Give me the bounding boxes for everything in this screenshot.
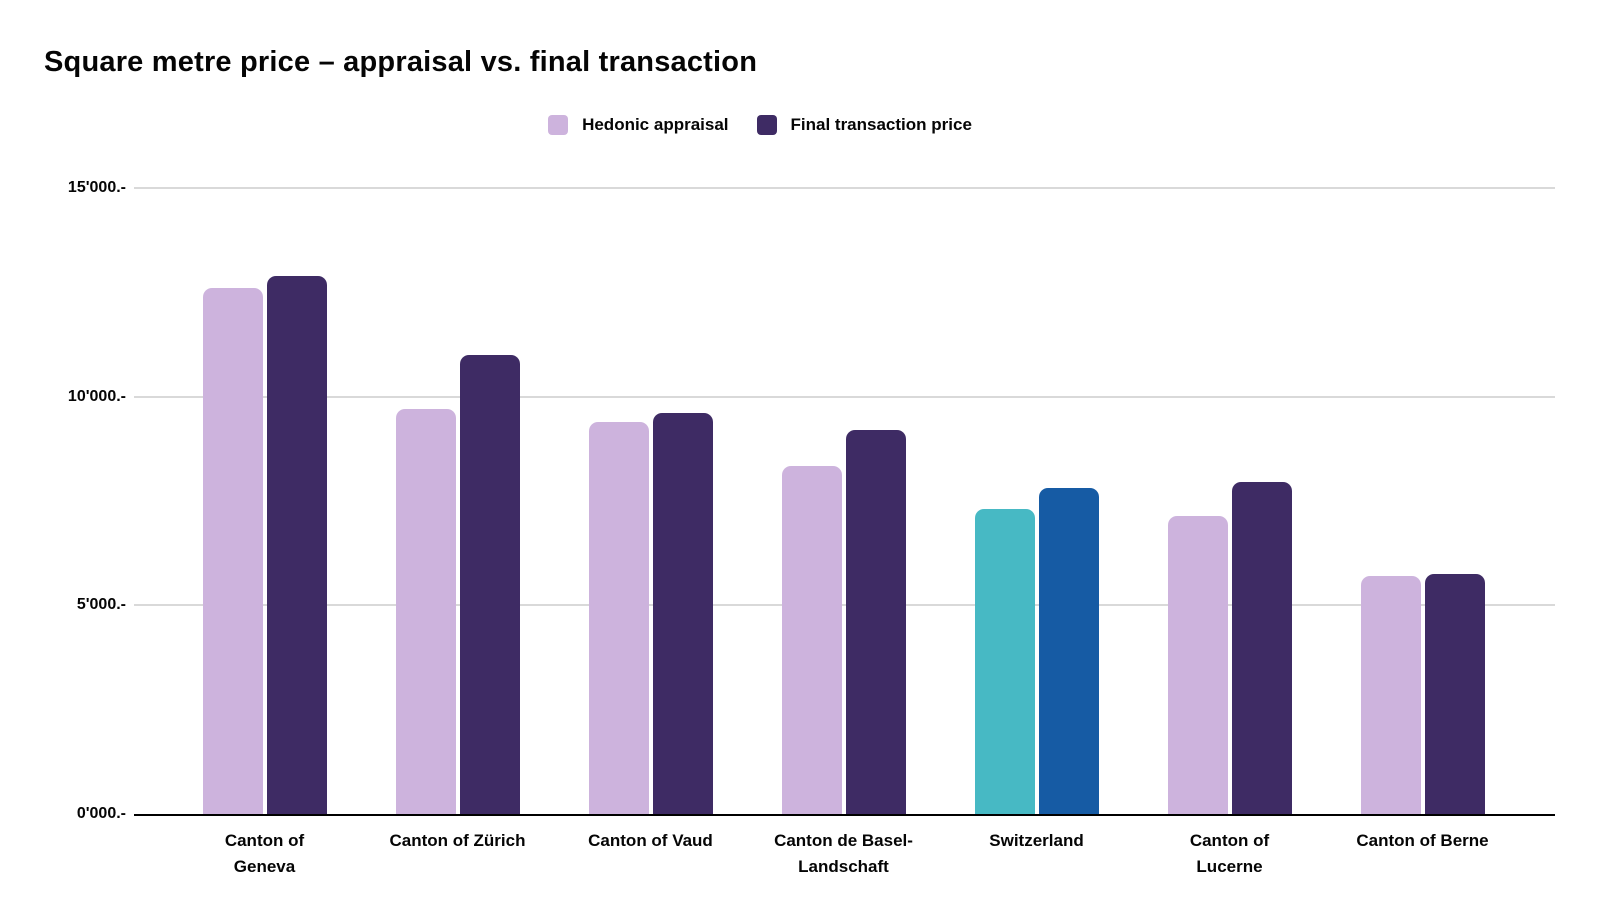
x-category-label-line: Landschaft (798, 857, 889, 876)
y-tick-label-15000: 15'000.- (67, 179, 126, 196)
plot-area (134, 187, 1555, 816)
bar-hedonic-1[interactable] (395, 409, 456, 814)
legend-label: Hedonic appraisal (582, 115, 729, 134)
x-category-label-5: Canton of Lucerne (1133, 828, 1326, 880)
bar-hedonic-3[interactable] (781, 465, 842, 814)
x-category-label-line: Canton of Vaud (588, 831, 713, 850)
bar-final-0[interactable] (266, 275, 327, 814)
bar-final-1[interactable] (459, 354, 520, 814)
bar-group-6 (1326, 188, 1519, 814)
bar-group-3 (747, 188, 940, 814)
bar-group-0 (168, 188, 361, 814)
y-axis-labels: 0'000.- 5'000.- 10'000.- 15'000.- (0, 179, 126, 822)
bar-final-3[interactable] (845, 430, 906, 814)
bar-hedonic-4[interactable] (974, 509, 1035, 814)
chart-title: Square metre price – appraisal vs. final… (44, 46, 758, 78)
x-category-label-3: Canton de Basel- Landschaft (747, 828, 940, 880)
x-category-label-0: Canton of Geneva (168, 828, 361, 880)
bar-group-2 (554, 188, 747, 814)
x-category-label-1: Canton of Zürich (361, 828, 554, 880)
legend-swatch-final-transaction-price (756, 115, 777, 135)
bar-hedonic-5[interactable] (1167, 515, 1228, 814)
bar-hedonic-0[interactable] (202, 288, 263, 814)
x-category-label-line: Canton of Berne (1356, 831, 1489, 850)
bar-group-5 (1133, 188, 1326, 814)
bar-final-6[interactable] (1424, 574, 1485, 814)
bar-hedonic-2[interactable] (588, 421, 649, 814)
bar-final-4[interactable] (1038, 488, 1099, 814)
x-category-label-line: Canton of Zürich (389, 831, 526, 850)
x-category-label-2: Canton of Vaud (554, 828, 747, 880)
legend-item-final-transaction-price[interactable]: Final transaction price (756, 115, 972, 135)
x-category-label-line: Canton of (224, 831, 305, 850)
y-tick-label-0: 0'000.- (76, 805, 126, 822)
x-category-label-line: Geneva (233, 857, 296, 876)
x-category-label-4: Switzerland (940, 828, 1133, 880)
legend: Hedonic appraisal Final transaction pric… (0, 115, 1520, 135)
y-tick-label-5000: 5'000.- (76, 596, 126, 614)
y-tick-label-10000: 10'000.- (67, 387, 126, 405)
legend-label: Final transaction price (790, 115, 972, 134)
legend-item-hedonic-appraisal[interactable]: Hedonic appraisal (548, 115, 729, 135)
gridline-15000 (134, 187, 1555, 189)
x-axis-labels: Canton of Geneva Canton of Zürich Canton of… (168, 828, 1519, 880)
x-category-label-line: Switzerland (989, 831, 1084, 850)
x-category-label-line: Lucerne (1196, 857, 1263, 876)
bar-final-5[interactable] (1231, 482, 1292, 814)
bar-group-4 (940, 188, 1133, 814)
bar-final-2[interactable] (652, 413, 713, 814)
bars-row (168, 188, 1519, 814)
legend-swatch-hedonic-appraisal (548, 115, 569, 135)
x-category-label-6: Canton of Berne (1326, 828, 1519, 880)
gridline-10000 (134, 395, 1555, 398)
x-category-label-line: Canton de Basel- (774, 831, 913, 850)
bar-group-1 (361, 188, 554, 814)
bar-hedonic-6[interactable] (1360, 576, 1421, 814)
x-category-label-line: Canton of (1189, 831, 1270, 850)
gridline-5000 (134, 604, 1555, 607)
